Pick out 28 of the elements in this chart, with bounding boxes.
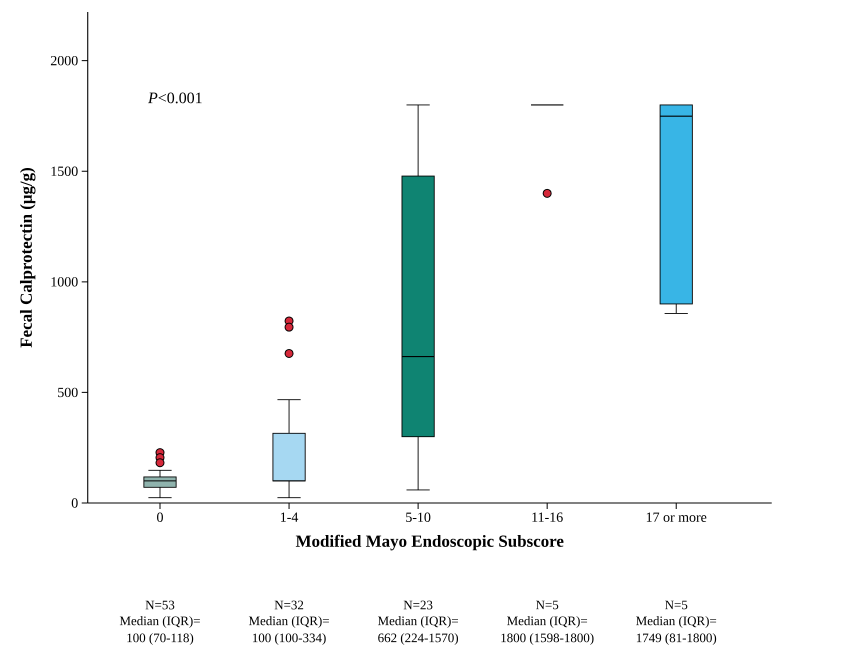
x-tick-label: 17 or more [646,512,706,522]
x-tick-label: 5-10 [406,512,430,522]
text: Median (IQR)= [378,616,458,628]
text: Median (IQR)= [507,616,588,628]
text: 100 (100-334) [252,633,326,645]
y-axis-title: Fecal Calprotectin (μg/g) [20,168,36,348]
y-tick-label: 2000 [50,56,78,66]
x-tick-label: 1-4 [280,512,298,522]
x-tick-label: 11-16 [532,512,563,522]
text: 100 (70-118) [127,633,194,645]
y-tick-label: 1500 [52,166,78,176]
text: N=32 [274,600,304,610]
text: Median (IQR)= [636,616,716,628]
text: N=5 [536,600,558,610]
text: N=5 [665,600,688,610]
y-tick-label: 0 [72,498,78,508]
x-tick-label: 0 [157,512,163,522]
text: N=53 [146,600,174,610]
text: 1800 (1598-1800) [501,633,594,645]
text: 1749 (81-1800) [636,633,716,645]
annotation: P<0.001 [148,92,202,104]
text: Median (IQR)= [248,616,329,628]
text: Median (IQR)= [120,616,200,628]
y-tick-label: 1000 [52,277,78,287]
y-tick-label: 500 [58,388,78,398]
text: 662 (224-1570) [378,633,458,645]
x-axis-title: Modified Mayo Endoscopic Subscore [296,534,564,550]
text: N=23 [404,600,432,610]
